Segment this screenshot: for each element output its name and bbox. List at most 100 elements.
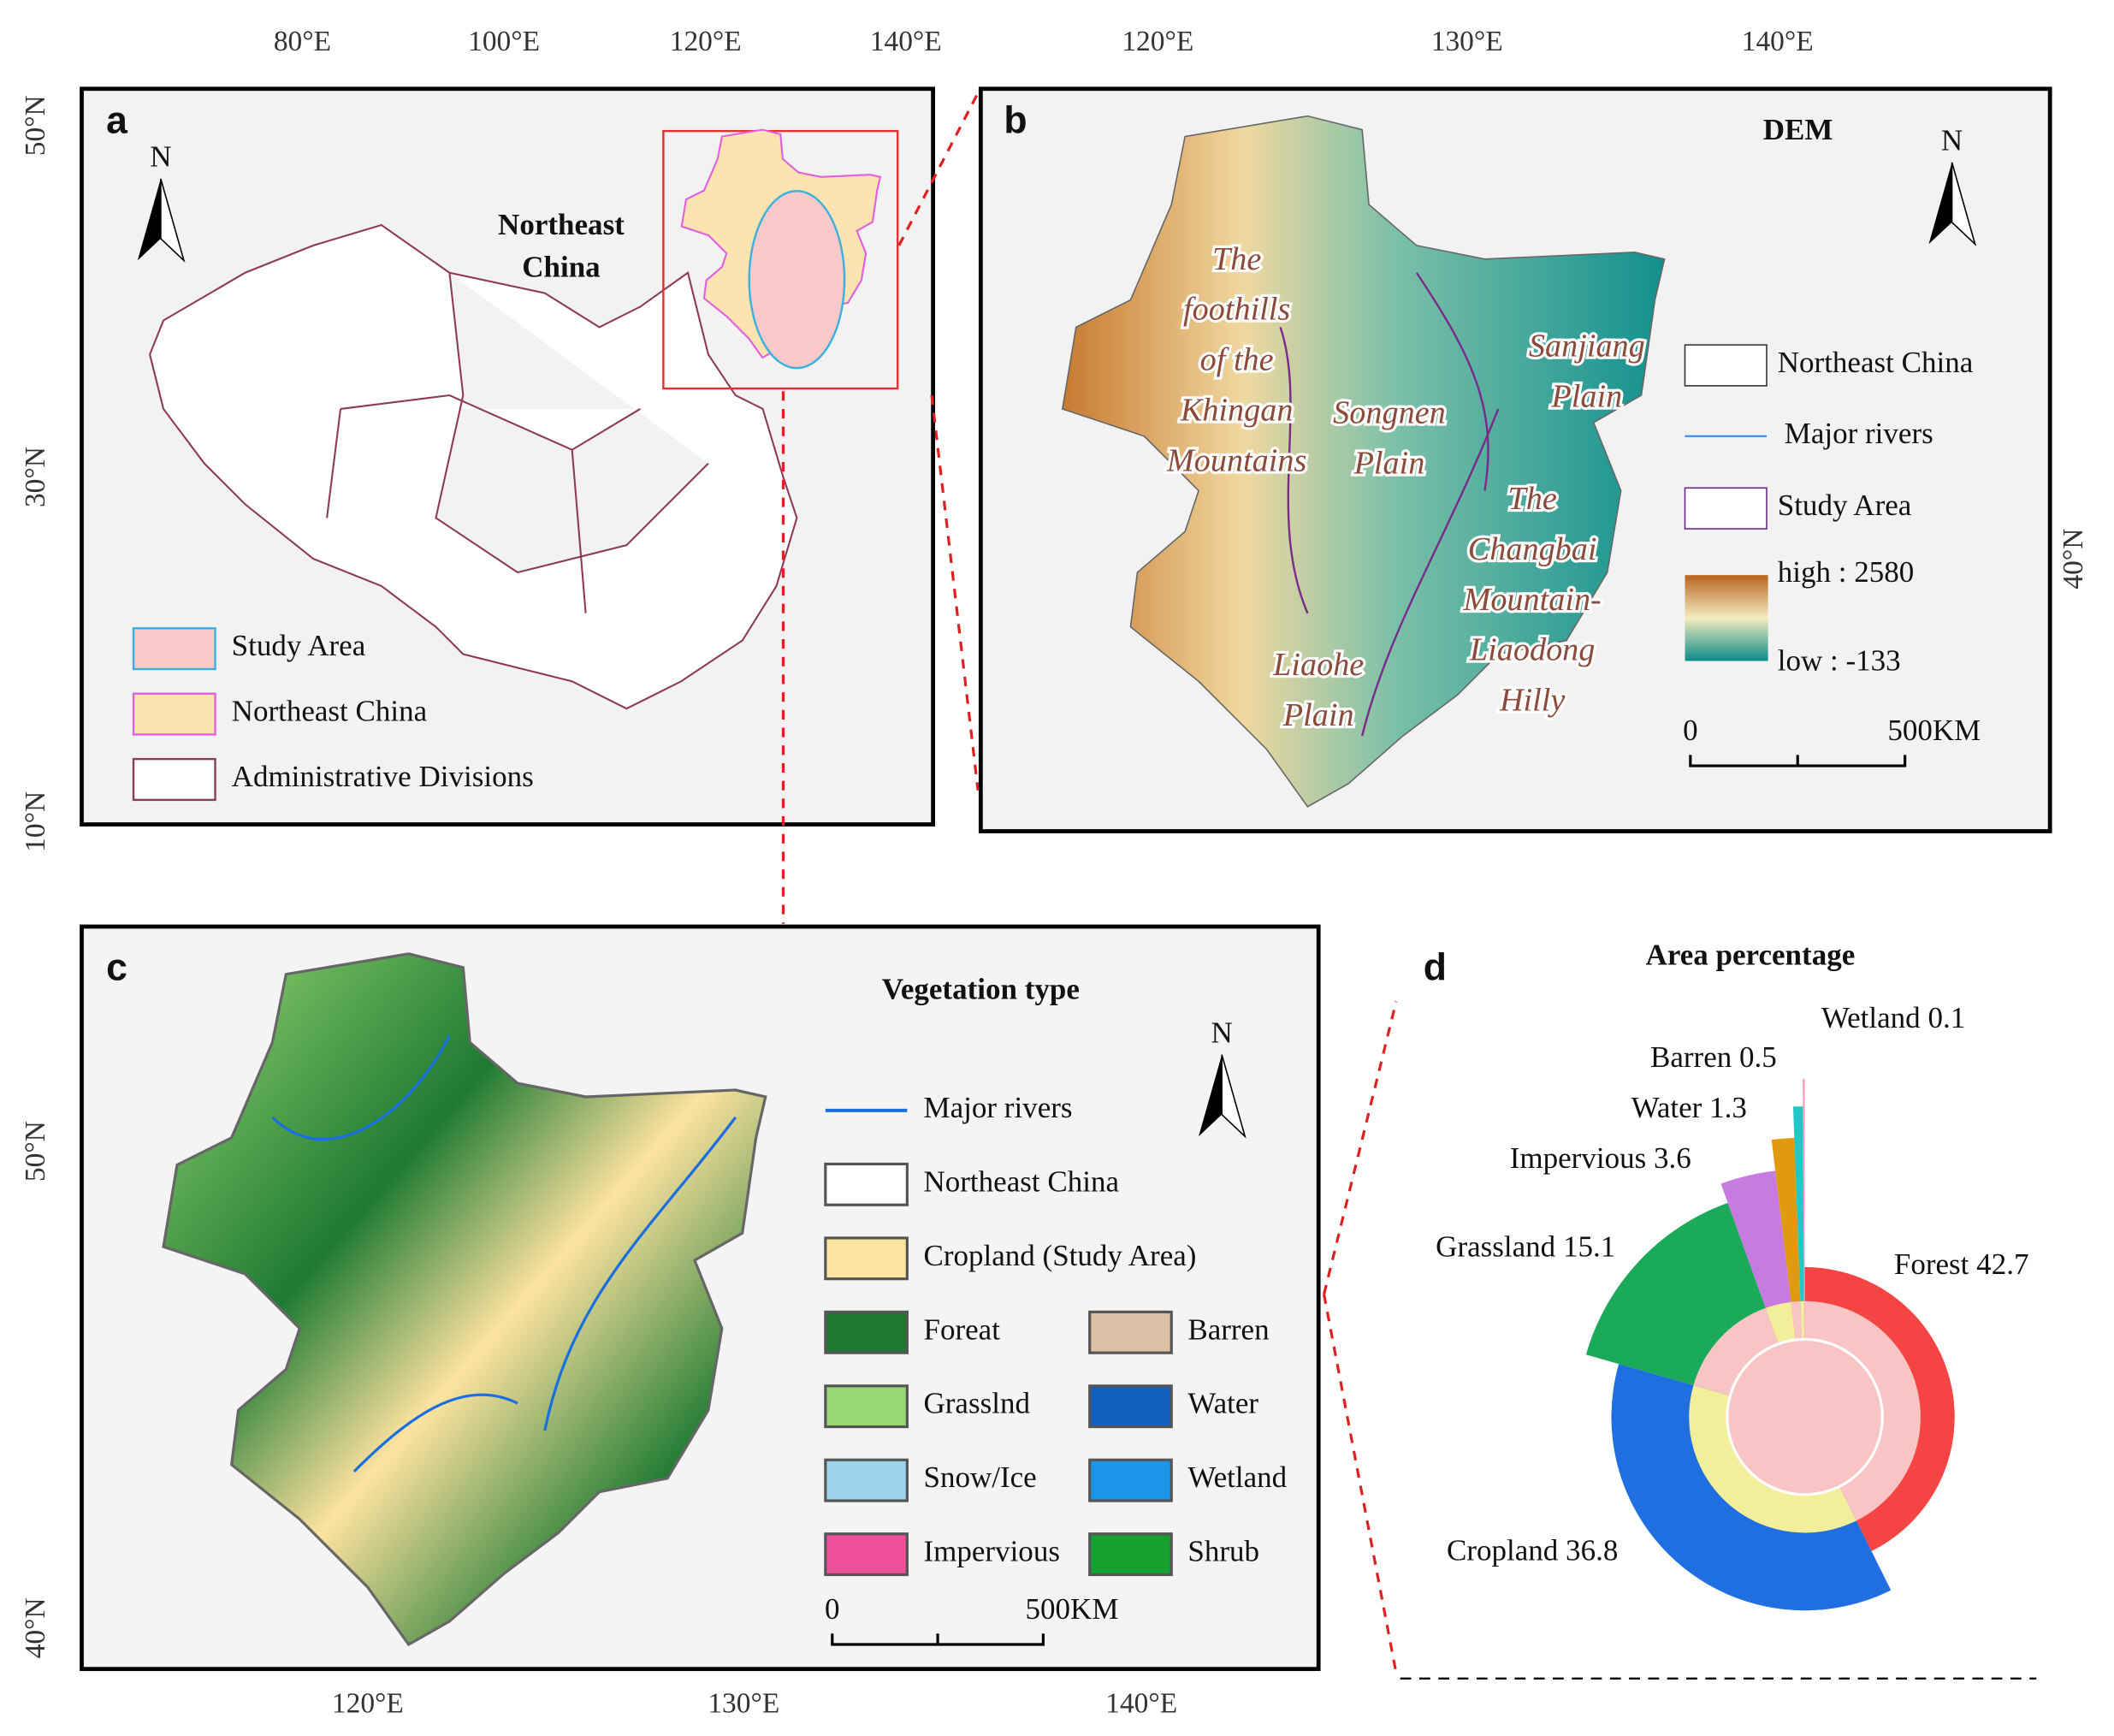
north-label: N <box>1211 1016 1233 1049</box>
legend-swatch <box>824 1310 909 1354</box>
lon-tick: 120°E <box>332 1687 404 1719</box>
region-label: The <box>1508 481 1557 517</box>
value-label: 42.7 <box>1976 1247 2028 1281</box>
region-label: foothills <box>1183 292 1290 328</box>
legend-swatch <box>824 1384 909 1429</box>
legend-swatch <box>824 1236 909 1281</box>
north-label: N <box>1941 124 1963 157</box>
data-label: Water 1.3 <box>1631 1091 1747 1124</box>
panel-letter: c <box>106 947 127 989</box>
lon-tick: 80°E <box>274 26 331 57</box>
legend-label: Foreat <box>923 1312 1000 1346</box>
north-arrow <box>1951 162 1977 246</box>
panel-title: DEM <box>1763 113 1833 146</box>
north-arrow <box>160 178 186 263</box>
value-label: 3.6 <box>1654 1141 1691 1175</box>
data-label: Forest 42.7 <box>1894 1247 2029 1281</box>
lat-tick: 50°N <box>20 95 51 156</box>
legend-swatch <box>824 1162 909 1206</box>
inner-core <box>1726 1337 1884 1496</box>
scale-label: 0 <box>1683 714 1698 747</box>
scale-label: 500KM <box>1026 1592 1119 1626</box>
legend-swatch <box>1684 487 1768 530</box>
value-label: 0.1 <box>1927 1001 1965 1034</box>
legend-label: Major rivers <box>1785 417 1933 450</box>
region-label: Mountain- <box>1463 582 1602 618</box>
study-area-outline <box>1279 272 1500 737</box>
legend-label: Snow/Ice <box>923 1460 1036 1494</box>
lon-tick: 140°E <box>1742 26 1814 57</box>
category-name: Barren <box>1650 1040 1732 1074</box>
lat-tick: 40°N <box>20 1597 51 1658</box>
region-label: Changbai <box>1468 531 1597 567</box>
category-name: Water <box>1631 1091 1702 1124</box>
region-label: Sanjiang <box>1529 329 1645 364</box>
region-label: Plain <box>1353 446 1425 482</box>
region-label: Liaohe <box>1272 647 1364 683</box>
legend-swatch <box>1088 1310 1173 1354</box>
lon-tick: 130°E <box>708 1687 779 1719</box>
legend-swatch <box>1684 344 1768 387</box>
legend-swatch <box>1088 1458 1173 1502</box>
scale-label: 500KM <box>1887 714 1981 747</box>
legend-label: Study Area <box>232 629 366 662</box>
lon-tick: 140°E <box>870 26 942 57</box>
connector <box>781 92 1398 1674</box>
data-label: Wetland 0.1 <box>1821 1001 1965 1034</box>
value-label: 15.1 <box>1563 1229 1615 1263</box>
legend-label: Barren <box>1187 1312 1269 1346</box>
region-label: Khingan <box>1180 392 1294 428</box>
legend-label: Grasslnd <box>923 1387 1030 1420</box>
lon-tick: 120°E <box>670 26 742 57</box>
region-label: Hilly <box>1499 683 1565 719</box>
legend-swatch <box>824 1532 909 1577</box>
legend-label: Impervious <box>923 1535 1060 1568</box>
elevation-bar <box>1685 575 1768 661</box>
legend-label: Cropland (Study Area) <box>923 1239 1196 1272</box>
elevation-low: low : -133 <box>1778 644 1901 678</box>
region-label: China <box>522 251 600 284</box>
panel-title: Vegetation type <box>882 972 1080 1005</box>
region-label: Plain <box>1550 379 1622 415</box>
legend-swatch <box>132 627 216 671</box>
region-label: Northeast <box>498 208 625 241</box>
china-outline <box>149 223 798 710</box>
legend-label: Water <box>1187 1387 1258 1420</box>
lat-tick: 50°N <box>20 1121 51 1182</box>
north-arrow <box>1928 162 1952 245</box>
lon-tick: 130°E <box>1431 26 1503 57</box>
data-label: Cropland 36.8 <box>1447 1533 1618 1567</box>
category-name: Impervious <box>1510 1141 1647 1175</box>
chart-title: Area percentage <box>1646 939 1856 972</box>
legend-label: Northeast China <box>923 1164 1119 1198</box>
legend-label: Shrub <box>1187 1535 1259 1568</box>
rivers <box>271 1034 737 1472</box>
category-name: Wetland <box>1821 1001 1921 1034</box>
study-area-inset <box>748 190 846 370</box>
value-label: 1.3 <box>1709 1091 1747 1124</box>
legend-label: Major rivers <box>923 1091 1072 1124</box>
category-name: Grassland <box>1436 1229 1556 1263</box>
legend-label: Wetland <box>1187 1460 1287 1494</box>
category-name: Cropland <box>1447 1533 1559 1567</box>
data-label: Barren 0.5 <box>1650 1040 1777 1074</box>
lon-tick: 140°E <box>1105 1687 1177 1719</box>
panel-letter: d <box>1424 947 1447 989</box>
panel-letter: a <box>106 99 128 141</box>
legend-label: Northeast China <box>1778 346 1974 379</box>
panel-letter: b <box>1004 99 1027 141</box>
legend-swatch <box>1088 1384 1173 1429</box>
frame-a <box>80 86 936 827</box>
legend-swatch <box>132 757 216 802</box>
legend-label: Study Area <box>1778 489 1912 522</box>
region-label: of the <box>1200 342 1274 378</box>
frame-c <box>80 924 1321 1672</box>
north-arrow <box>1199 1054 1223 1137</box>
category-name: Forest <box>1894 1247 1969 1281</box>
lon-tick: 100°E <box>468 26 540 57</box>
legend-label: Administrative Divisions <box>232 760 534 793</box>
zoom-box <box>662 129 899 390</box>
north-label: N <box>150 140 171 174</box>
legend-swatch <box>1088 1532 1173 1577</box>
